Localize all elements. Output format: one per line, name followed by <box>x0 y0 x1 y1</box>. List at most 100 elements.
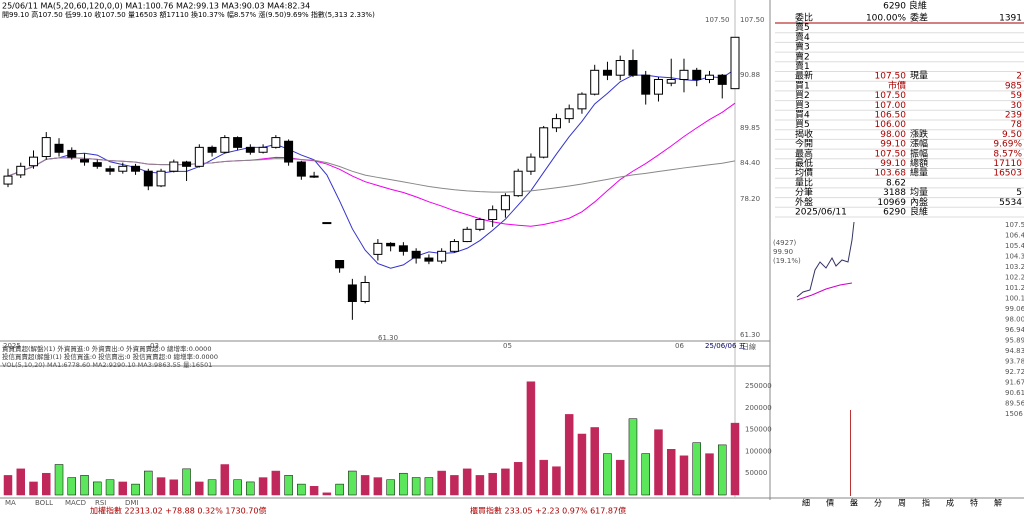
bottom-tab[interactable]: MA <box>5 499 16 507</box>
tab[interactable]: 解 <box>994 498 1002 508</box>
bottom-tab[interactable]: MACD <box>65 499 86 507</box>
volume-bar <box>309 486 319 496</box>
quote-value: 107.50 <box>875 91 907 101</box>
volume-bar <box>182 468 191 496</box>
volume-bar <box>654 429 663 496</box>
quote-label: 總量 <box>910 167 928 179</box>
volume-bar <box>118 481 128 496</box>
quote-label: 委差 <box>910 12 928 24</box>
quote-label: 最高 <box>795 147 813 159</box>
volume-bar <box>373 477 383 496</box>
quote-label: 委比 <box>795 12 813 24</box>
volume-label: 100000 <box>745 447 772 455</box>
candle-body <box>590 69 600 95</box>
volume-bar <box>348 470 357 496</box>
volume-bar <box>679 455 689 496</box>
candle-body <box>730 36 740 90</box>
quote-label: 最新 <box>795 70 813 82</box>
candle-body <box>182 161 192 167</box>
candle-body <box>704 74 714 80</box>
volume-bar <box>564 414 574 496</box>
tab[interactable]: 成 <box>946 498 954 508</box>
candle-body <box>641 74 651 95</box>
quote-value: 5 <box>1016 188 1022 198</box>
quote-label: 振幅 <box>910 147 928 159</box>
candle-body <box>143 170 153 187</box>
candle-body <box>653 78 663 95</box>
quote-label: 漲跌 <box>910 129 928 140</box>
quote-value: 985 <box>1005 81 1022 91</box>
candle-body <box>92 162 102 167</box>
volume-bar <box>80 475 89 496</box>
candle-body <box>284 140 294 163</box>
candle-body <box>360 282 370 302</box>
quote-label: 買5 <box>795 119 810 130</box>
quote-value: 106.00 <box>875 120 907 130</box>
status: 櫃買指數 233.05 +2.23 0.97% 617.87億 <box>470 506 626 514</box>
candle-body <box>513 170 523 197</box>
price-label: 61.30 <box>740 331 760 339</box>
bottom-tab[interactable]: RSI <box>95 499 106 507</box>
candle-body <box>373 242 383 255</box>
volume-bar <box>615 459 625 496</box>
intraday-label: 95.89 <box>1005 337 1024 345</box>
candle-body <box>398 245 408 252</box>
intraday-volume <box>850 410 851 496</box>
volume-bar <box>54 464 64 496</box>
quote-value: 1391 <box>999 14 1022 24</box>
quote-value: 59 <box>1011 91 1023 101</box>
volume-bar <box>16 468 26 496</box>
candle-body <box>449 241 459 252</box>
intraday-label: 103.2 <box>1005 263 1024 271</box>
volume-bar <box>258 477 268 496</box>
intraday-avg <box>796 282 853 301</box>
volume-bar <box>169 479 179 496</box>
volume-bar <box>322 492 332 496</box>
date-label: 06 <box>675 342 684 350</box>
tab[interactable]: 特 <box>970 498 978 508</box>
volume-bar <box>220 464 230 496</box>
volume-bar <box>513 462 523 496</box>
volume-bar <box>411 477 421 496</box>
quote-label: 分筆 <box>795 186 813 198</box>
candle-body <box>347 284 357 302</box>
tab[interactable]: 盤 <box>850 498 858 508</box>
volume-bar <box>666 449 676 496</box>
intraday-label: 93.78 <box>1005 358 1024 366</box>
bottom-tab[interactable]: DMI <box>125 499 139 507</box>
candle-body <box>16 165 26 176</box>
quote-label: 良維 <box>910 206 928 218</box>
volume-bar <box>29 481 38 496</box>
volume-bar <box>233 479 242 496</box>
intraday-label: 89.56 <box>1005 400 1024 408</box>
candle-body <box>602 69 612 76</box>
candle-body <box>105 168 115 172</box>
candle-body <box>54 143 64 153</box>
candle-body <box>220 137 230 153</box>
volume-bar <box>437 470 446 496</box>
volume-bar <box>386 479 395 496</box>
tab[interactable]: 價 <box>826 499 834 508</box>
volume-bar <box>67 477 77 496</box>
price-label: 107.50 <box>740 16 765 24</box>
candle-body <box>526 156 536 172</box>
tab[interactable]: 周 <box>898 499 906 508</box>
volume-bar <box>450 475 459 496</box>
low-label: 61.30 <box>378 334 398 342</box>
quote-label: 揭收 <box>795 128 813 140</box>
volume-bar <box>577 433 587 496</box>
tab[interactable]: 指 <box>922 498 930 508</box>
bottom-tab[interactable]: BOLL <box>35 499 53 507</box>
quote-label: 買2 <box>795 90 810 101</box>
ma-header: 25/06/11 MA(5,20,60,120,0,0) MA1:100.76 … <box>2 2 310 11</box>
intraday-label: 104.3 <box>1005 253 1024 261</box>
quote-value: 17110 <box>993 159 1022 169</box>
candle-body <box>309 175 319 178</box>
tab[interactable]: 分 <box>874 499 882 508</box>
volume-bar <box>42 472 51 496</box>
tab[interactable]: 細 <box>802 498 810 508</box>
quote-value: 3188 <box>883 188 906 198</box>
volume-bar <box>284 475 293 496</box>
quote-label: 量比 <box>795 176 813 188</box>
